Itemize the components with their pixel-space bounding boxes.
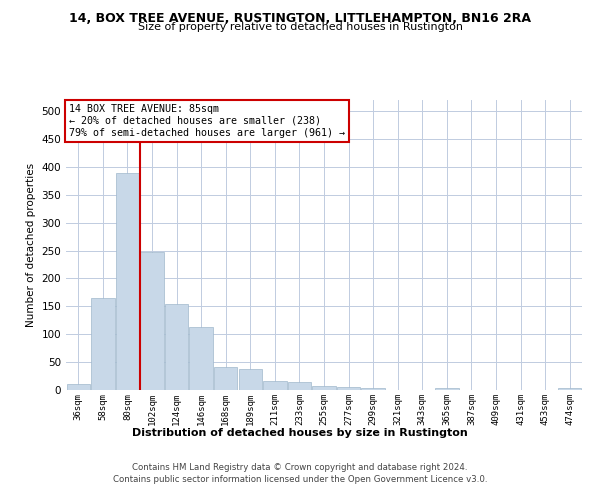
Bar xyxy=(116,172,139,390)
Bar xyxy=(239,369,262,390)
Bar xyxy=(165,304,188,390)
Bar xyxy=(140,252,164,390)
Text: Contains public sector information licensed under the Open Government Licence v3: Contains public sector information licen… xyxy=(113,475,487,484)
Bar xyxy=(263,380,287,390)
Bar xyxy=(558,388,581,390)
Y-axis label: Number of detached properties: Number of detached properties xyxy=(26,163,36,327)
Bar xyxy=(288,382,311,390)
Bar xyxy=(337,386,360,390)
Bar xyxy=(190,327,213,390)
Bar xyxy=(313,386,335,390)
Bar xyxy=(361,388,385,390)
Text: Contains HM Land Registry data © Crown copyright and database right 2024.: Contains HM Land Registry data © Crown c… xyxy=(132,464,468,472)
Text: Distribution of detached houses by size in Rustington: Distribution of detached houses by size … xyxy=(132,428,468,438)
Text: 14 BOX TREE AVENUE: 85sqm
← 20% of detached houses are smaller (238)
79% of semi: 14 BOX TREE AVENUE: 85sqm ← 20% of detac… xyxy=(68,104,344,138)
Bar xyxy=(91,298,115,390)
Text: Size of property relative to detached houses in Rustington: Size of property relative to detached ho… xyxy=(137,22,463,32)
Text: 14, BOX TREE AVENUE, RUSTINGTON, LITTLEHAMPTON, BN16 2RA: 14, BOX TREE AVENUE, RUSTINGTON, LITTLEH… xyxy=(69,12,531,26)
Bar xyxy=(67,384,90,390)
Bar xyxy=(435,388,458,390)
Bar xyxy=(214,366,238,390)
